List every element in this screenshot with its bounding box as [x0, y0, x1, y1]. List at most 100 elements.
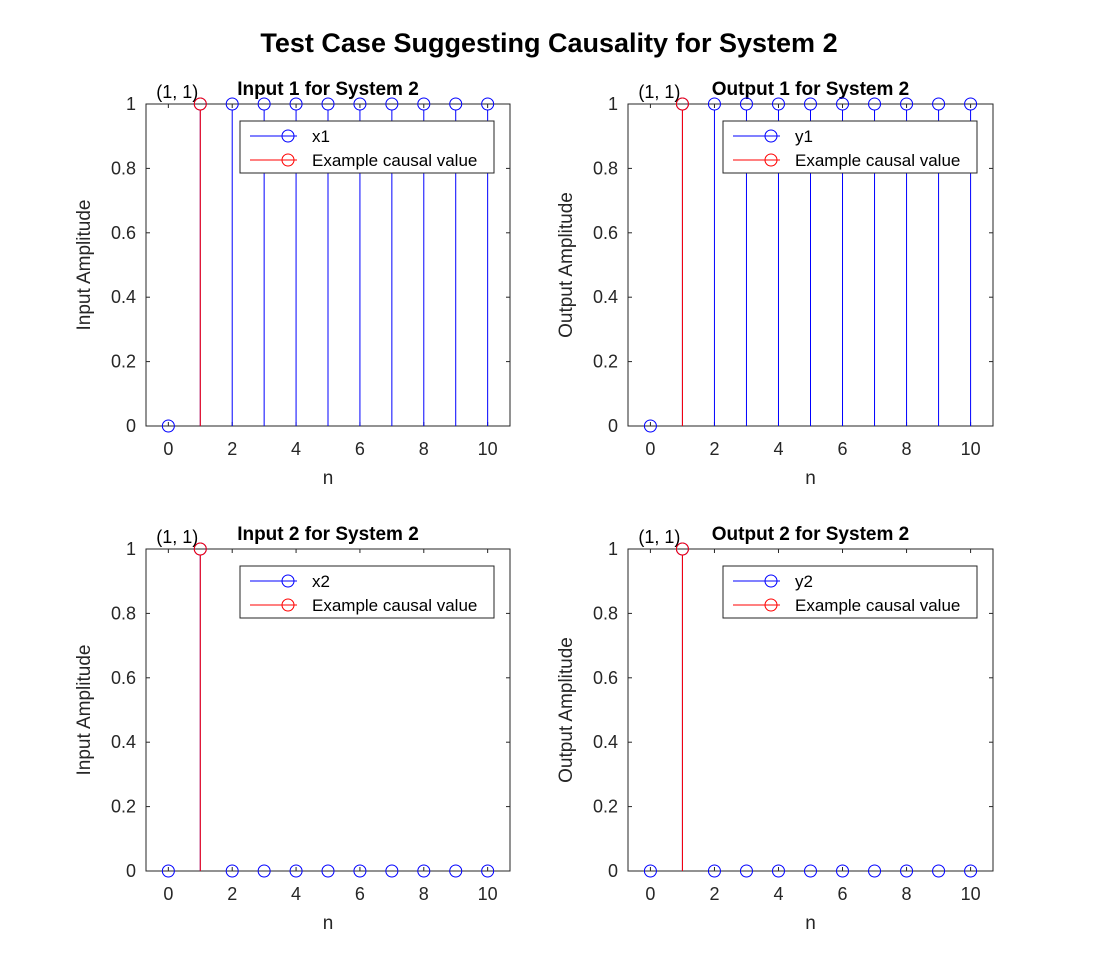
x-tick-label: 8	[902, 439, 912, 459]
subplot-title: Output 1 for System 2	[712, 79, 909, 100]
stem-marker	[900, 97, 914, 111]
figure-title: Test Case Suggesting Causality for Syste…	[260, 28, 838, 58]
stem-marker	[675, 97, 689, 111]
legend: x1 Example causal value	[239, 120, 495, 174]
x-tick-label: 4	[291, 884, 301, 904]
stem-marker	[804, 97, 817, 111]
x-tick-label: 0	[163, 439, 173, 459]
stem-marker	[193, 542, 207, 556]
x-tick-label: 2	[709, 439, 719, 459]
x-tick-label: 10	[961, 884, 981, 904]
legend-entry: Example causal value	[312, 596, 477, 615]
y-tick-label: 0.2	[593, 797, 618, 817]
stem-marker	[739, 97, 753, 111]
series-example-causal-value	[675, 542, 689, 871]
subplot-2: 0 2 4 6 8 10 0 0.2 0.4 0.6 0.8 1 n Output Amplitude Ou…	[556, 79, 994, 489]
stem-marker	[643, 419, 657, 433]
stem-marker	[932, 864, 946, 878]
stem-marker	[836, 864, 850, 878]
y-tick-label: 0.4	[111, 287, 136, 307]
stem-marker	[257, 97, 271, 111]
x-tick-label: 6	[355, 439, 365, 459]
x-tick-label: 2	[227, 884, 237, 904]
y-tick-label: 0.8	[111, 158, 136, 178]
stem-marker	[707, 97, 721, 111]
y-axis-label: Input Amplitude	[74, 645, 95, 776]
legend-entry: x2	[312, 572, 330, 591]
legend-entry: y1	[795, 127, 813, 146]
stem-marker	[225, 864, 239, 878]
stem-marker	[161, 864, 175, 878]
legend-marker	[281, 129, 295, 143]
x-tick-label: 6	[838, 884, 848, 904]
x-tick-label: 6	[355, 884, 365, 904]
y-tick-label: 0.6	[111, 668, 136, 688]
stem-marker	[385, 97, 399, 111]
x-tick-label: 4	[291, 439, 301, 459]
y-tick-label: 0.4	[593, 732, 618, 752]
stem-marker	[964, 864, 978, 878]
x-tick-label: 8	[419, 884, 429, 904]
y-tick-label: 0.2	[593, 352, 618, 372]
y-tick-label: 0.8	[111, 603, 136, 623]
x-tick-label: 10	[478, 439, 498, 459]
x-tick-label: 8	[902, 884, 912, 904]
stem-marker	[257, 864, 271, 878]
stem-marker	[417, 864, 431, 878]
stem-marker	[193, 97, 207, 111]
x-tick-label: 0	[163, 884, 173, 904]
stem-marker	[836, 97, 850, 111]
legend-entry: Example causal value	[795, 151, 960, 170]
stem-marker	[643, 864, 657, 878]
stem-marker	[868, 864, 882, 878]
y-tick-label: 0.6	[593, 223, 618, 243]
y-tick-label: 0	[126, 416, 136, 436]
stem-marker	[900, 864, 914, 878]
stem-marker	[417, 97, 431, 111]
legend-marker	[764, 129, 778, 143]
y-axis-label: Output Amplitude	[556, 637, 577, 783]
stem-marker	[353, 864, 367, 878]
stem-marker	[449, 864, 463, 878]
x-tick-label: 10	[478, 884, 498, 904]
y-tick-label: 0.4	[593, 287, 618, 307]
legend-marker	[281, 574, 295, 588]
y-tick-label: 0.4	[111, 732, 136, 752]
y-tick-label: 0.6	[111, 223, 136, 243]
legend-marker	[281, 598, 295, 612]
y-tick-label: 1	[608, 94, 618, 114]
x-axis-label: n	[323, 913, 334, 934]
point-annotation: (1, 1)	[156, 527, 198, 547]
stem-marker	[739, 864, 753, 878]
series-example-causal-value	[193, 542, 207, 871]
stem-marker	[868, 97, 882, 111]
point-annotation: (1, 1)	[156, 82, 198, 102]
stem-marker	[932, 97, 946, 111]
legend-entry: Example causal value	[312, 151, 477, 170]
stem-marker	[161, 419, 175, 433]
stem-marker	[804, 864, 817, 878]
x-tick-label: 0	[645, 439, 655, 459]
point-annotation: (1, 1)	[638, 82, 680, 102]
point-annotation: (1, 1)	[638, 527, 680, 547]
stem-marker	[321, 97, 335, 111]
x-axis-label: n	[805, 913, 816, 934]
legend-box	[239, 120, 495, 174]
stem-marker	[771, 97, 785, 111]
legend-marker	[281, 153, 295, 167]
stem-marker	[481, 864, 495, 878]
stem-marker	[289, 97, 303, 111]
subplot-3: 0 2 4 6 8 10 0 0.2 0.4 0.6 0.8 1 n Input Amplitude Inp…	[74, 524, 511, 934]
y-tick-label: 1	[126, 539, 136, 559]
subplot-1: 0 2 4 6 8 10 0 0.2 0.4 0.6 0.8 1 n Input Amplitude Inp…	[74, 79, 511, 489]
legend-entry: Example causal value	[795, 596, 960, 615]
legend-marker	[764, 598, 778, 612]
stem-marker	[385, 864, 399, 878]
stem-marker	[707, 864, 721, 878]
legend-marker	[764, 153, 778, 167]
x-tick-label: 4	[773, 884, 783, 904]
x-axis-label: n	[805, 468, 816, 489]
subplot-title: Input 1 for System 2	[237, 79, 419, 100]
subplot-title: Input 2 for System 2	[237, 524, 419, 545]
